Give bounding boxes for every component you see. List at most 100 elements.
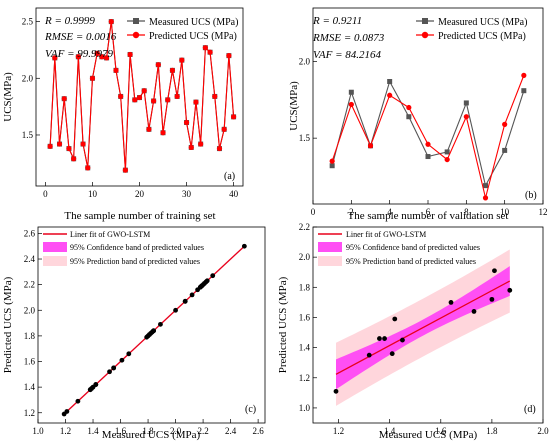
y-tick-label-d: 2.0 [299,252,311,262]
predicted-point-a [169,67,176,73]
legend-c: Liner fit of GWO-LSTM 95% Confidence ban… [43,230,204,266]
predicted-point-a [80,141,86,147]
data-point-c [64,409,70,414]
measured-point-b [406,114,412,120]
data-point-d [333,388,339,394]
predicted-point-b [406,104,412,111]
predicted-point-b [425,141,431,147]
panel-label-c: (c) [245,404,256,415]
predicted-point-a [198,141,204,147]
data-point-c [182,298,188,304]
panel-label-d: (d) [524,404,536,415]
data-point-d [492,268,497,274]
predicted-point-a [230,114,237,120]
legend-d: Liner fit of GWO-LSTM 95% Confidence ban… [318,230,480,266]
predicted-point-a [118,93,124,100]
x-tick-label-a: 40 [229,189,239,199]
x-tick-label-c: 2.2 [197,426,208,436]
data-point-c [119,357,125,363]
predicted-point-a [151,98,157,104]
data-point-d [377,336,382,341]
ylabel-a: UCS(MPa) [2,72,14,122]
y-tick-label-c: 2.4 [24,254,36,264]
legend-b: Measured UCS (MPa) Predicted UCS (MPa) [416,17,527,42]
measured-point-b [463,100,469,106]
data-point-d [471,309,477,314]
stat-vaf-b: VAF = 84.2164 [313,49,382,61]
legend-prediction-d: 95% Prediction band of predicted values [346,257,476,266]
panel-a: 0 10 20 30 40 1.5 2.0 2.5 R = 0.9999 RMSE = 0.0… [2,7,244,222]
y-tick-label-d: 1.2 [299,373,310,383]
ylabel-b: UCS(MPa) [288,81,300,131]
y-tick-label-c: 2.2 [24,280,35,290]
predicted-point-b [348,101,354,108]
y-tick-label-c: 1.4 [24,382,36,392]
data-point-d [448,299,454,305]
legend-predicted-a: Predicted UCS (MPa) [149,31,237,42]
x-tick-label-b: 10 [500,207,510,217]
legend-confidence-d: 95% Confidence band of predicted values [346,243,480,252]
predicted-point-a [89,75,96,81]
stat-r-a: R = 0.9999 [44,15,95,27]
data-point-d [392,316,398,322]
data-point-c [158,321,163,327]
y-tick-label-a: 2.0 [22,73,34,83]
x-tick-label-b: 8 [464,207,469,217]
predicted-point-b [387,92,393,98]
panel-label-b: (b) [525,190,537,201]
predicted-point-b [521,72,527,78]
predicted-point-b [367,143,374,149]
measured-point-b [444,149,450,155]
predicted-point-a [85,165,91,171]
predicted-point-a [66,145,72,152]
predicted-point-a [216,145,223,152]
y-tick-label-d: 1.4 [299,343,311,353]
panel-d: 1.2 1.4 1.6 1.8 2.0 1.0 1.2 1.4 1.6 1.8 2.0 2.2 Lin… [277,222,549,441]
fit-line-d [335,280,511,375]
predicted-point-a [52,55,58,61]
panel-label-a: (a) [224,171,235,182]
predicted-point-a [193,99,199,105]
predicted-point-a [141,88,147,94]
data-point-c [151,328,156,334]
x-tick-label-c: 1.8 [142,426,154,436]
predicted-point-a [56,141,63,147]
x-tick-label-a: 10 [88,189,98,199]
measured-point-b [483,183,488,189]
predicted-point-a [75,54,81,60]
predicted-point-a [122,167,128,173]
y-tick-label-c: 1.2 [24,408,35,418]
stat-rmse-a: RMSE = 0.0016 [44,31,117,43]
predicted-point-a [212,93,218,100]
legend-fit-d: Liner fit of GWO-LSTM [346,230,426,239]
data-point-c [126,351,132,357]
x-tick-label-c: 2.0 [170,426,182,436]
predicted-point-a [61,96,67,102]
predicted-point-a [108,19,114,25]
data-point-c [210,273,216,279]
measured-point-b [425,154,431,160]
predicted-point-a [94,50,100,56]
measured-point-b [329,163,335,169]
plot-frame-c [37,226,266,424]
y-tick-label-d: 1.0 [299,403,311,413]
x-tick-label-b: 4 [387,207,392,217]
predicted-point-a [183,119,190,126]
stat-r-b: R = 0.9211 [312,15,362,27]
x-tick-label-c: 1.4 [87,426,99,436]
y-tick-label-c: 2.0 [24,305,36,315]
x-tick-label-b: 12 [539,207,548,217]
x-tick-label-a: 30 [182,189,192,199]
predicted-point-a [202,45,208,51]
x-tick-label-d: 1.2 [333,426,344,436]
predicted-point-b [444,156,450,163]
data-point-c [75,398,81,404]
predicted-point-a [103,55,110,61]
predicted-point-a [136,94,143,101]
x-tick-label-d: 1.6 [435,426,447,436]
y-tick-label-c: 1.8 [24,331,36,341]
panel-c: 1.0 1.2 1.4 1.6 1.8 2.0 2.2 2.4 2.6 1.2 1.4 1.6 1.8 2… [2,226,266,441]
x-tick-label-d: 1.8 [486,426,498,436]
x-tick-label-b: 2 [349,207,354,217]
predicted-point-b [482,195,489,201]
